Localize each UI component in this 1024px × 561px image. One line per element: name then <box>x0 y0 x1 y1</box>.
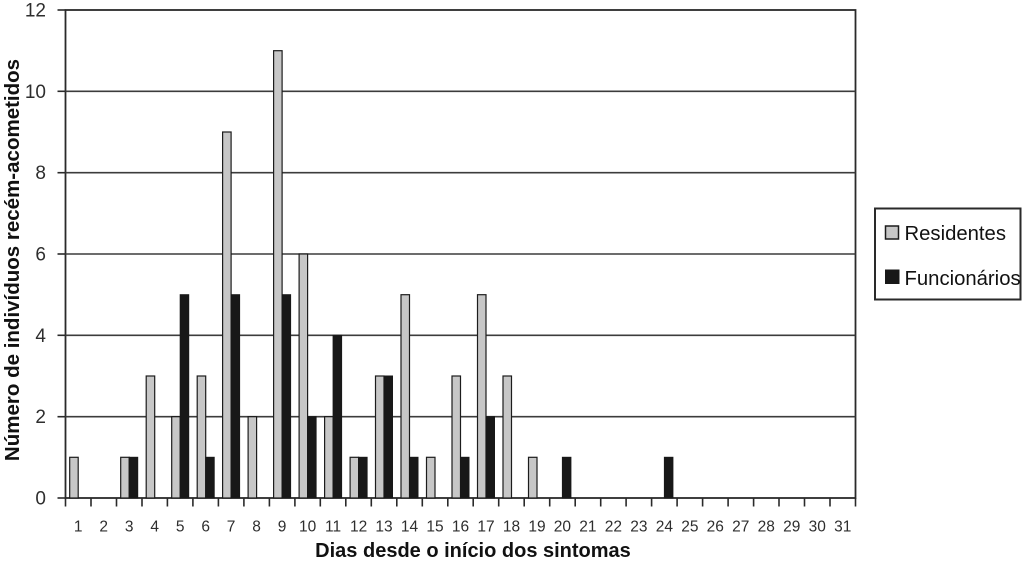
svg-text:6: 6 <box>35 245 46 266</box>
svg-text:14: 14 <box>401 519 419 536</box>
svg-text:4: 4 <box>35 326 46 347</box>
svg-text:28: 28 <box>758 519 775 536</box>
svg-text:12: 12 <box>350 519 367 536</box>
svg-text:31: 31 <box>834 519 851 536</box>
svg-text:22: 22 <box>605 519 622 536</box>
svg-text:8: 8 <box>252 519 261 536</box>
svg-text:Dias desde o início dos sintom: Dias desde o início dos sintomas <box>315 540 631 561</box>
svg-text:6: 6 <box>201 519 210 536</box>
svg-text:2: 2 <box>99 519 108 536</box>
svg-text:30: 30 <box>809 519 827 536</box>
svg-text:Funcionários: Funcionários <box>905 268 1021 290</box>
svg-text:11: 11 <box>325 519 341 536</box>
svg-text:18: 18 <box>503 519 520 536</box>
svg-text:4: 4 <box>150 519 159 536</box>
svg-text:26: 26 <box>707 519 724 536</box>
svg-text:15: 15 <box>426 519 443 536</box>
svg-text:Residentes: Residentes <box>905 223 1006 245</box>
svg-text:0: 0 <box>35 489 46 510</box>
svg-text:10: 10 <box>299 519 317 536</box>
svg-text:5: 5 <box>176 519 185 536</box>
svg-text:12: 12 <box>25 1 46 22</box>
svg-text:19: 19 <box>528 519 545 536</box>
svg-text:7: 7 <box>227 519 236 536</box>
svg-text:10: 10 <box>25 82 46 103</box>
svg-text:8: 8 <box>35 163 46 184</box>
svg-text:2: 2 <box>35 407 46 428</box>
svg-text:16: 16 <box>452 519 469 536</box>
svg-text:1: 1 <box>74 519 83 536</box>
svg-text:21: 21 <box>579 519 596 536</box>
svg-text:23: 23 <box>630 519 647 536</box>
svg-text:17: 17 <box>477 519 494 536</box>
svg-text:24: 24 <box>656 519 674 536</box>
svg-text:3: 3 <box>125 519 134 536</box>
svg-text:27: 27 <box>732 519 749 536</box>
svg-text:13: 13 <box>375 519 392 536</box>
svg-text:20: 20 <box>554 519 572 536</box>
svg-text:25: 25 <box>681 519 698 536</box>
svg-text:Número de indivíduos recém-aco: Número de indivíduos recém-acometidos <box>1 59 24 461</box>
svg-text:29: 29 <box>783 519 800 536</box>
svg-text:9: 9 <box>278 519 287 536</box>
